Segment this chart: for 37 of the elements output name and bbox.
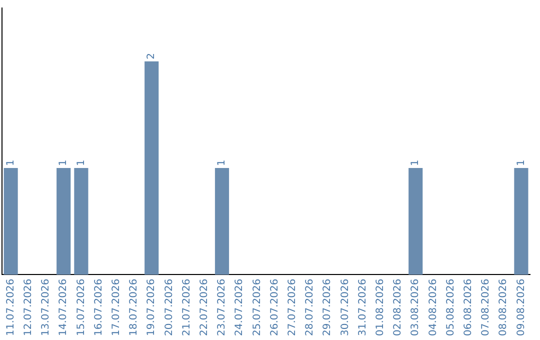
x-tick-label: 05.08.2026 [445, 278, 456, 336]
x-tick-label: 18.07.2026 [128, 278, 140, 336]
x-tick-label: 24.07.2026 [234, 278, 246, 336]
x-tick-label: 09.08.2026 [516, 278, 527, 336]
x-tick-label: 25.07.2026 [252, 278, 263, 336]
x-tick-label: 20.07.2026 [164, 278, 175, 336]
data-label: 1 [516, 160, 527, 166]
x-tick-label: 02.08.2026 [392, 278, 404, 336]
data-label: 1 [410, 160, 422, 166]
x-tick-label: 29.07.2026 [322, 278, 334, 336]
data-label: 1 [76, 160, 87, 166]
x-tick-label: 08.08.2026 [498, 278, 510, 336]
x-tick-label: 16.07.2026 [93, 278, 104, 336]
x-tick-label: 11.07.2026 [5, 278, 16, 336]
x-tick-label: 15.07.2026 [76, 278, 87, 336]
x-tick-label: 12.07.2026 [22, 278, 34, 336]
x-tick-label: 04.08.2026 [428, 278, 439, 336]
x-tick-label: 28.07.2026 [304, 278, 316, 336]
x-tick-label: 19.07.2026 [146, 278, 158, 336]
x-tick-label: 22.07.2026 [198, 278, 210, 336]
x-tick-label: 07.08.2026 [480, 278, 492, 336]
x-tick-label: 13.07.2026 [40, 278, 52, 336]
x-tick-label: 21.07.2026 [181, 278, 192, 336]
x-tick-label: 06.08.2026 [462, 278, 474, 336]
data-label: 1 [58, 160, 70, 166]
x-tick-label: 27.07.2026 [286, 278, 298, 336]
data-label: 2 [146, 52, 158, 60]
x-tick-label: 26.07.2026 [269, 278, 280, 336]
x-tick-label: 23.07.2026 [216, 278, 228, 336]
x-tick-label: 30.07.2026 [340, 278, 351, 336]
x-tick-label: 31.07.2026 [357, 278, 368, 336]
x-tick-label: 14.07.2026 [58, 278, 70, 336]
data-label: 1 [216, 160, 228, 166]
data-label: 1 [5, 160, 16, 166]
x-tick-label: 03.08.2026 [410, 278, 422, 336]
x-tick-label: 17.07.2026 [110, 278, 122, 336]
x-tick-label: 01.08.2026 [374, 278, 386, 336]
